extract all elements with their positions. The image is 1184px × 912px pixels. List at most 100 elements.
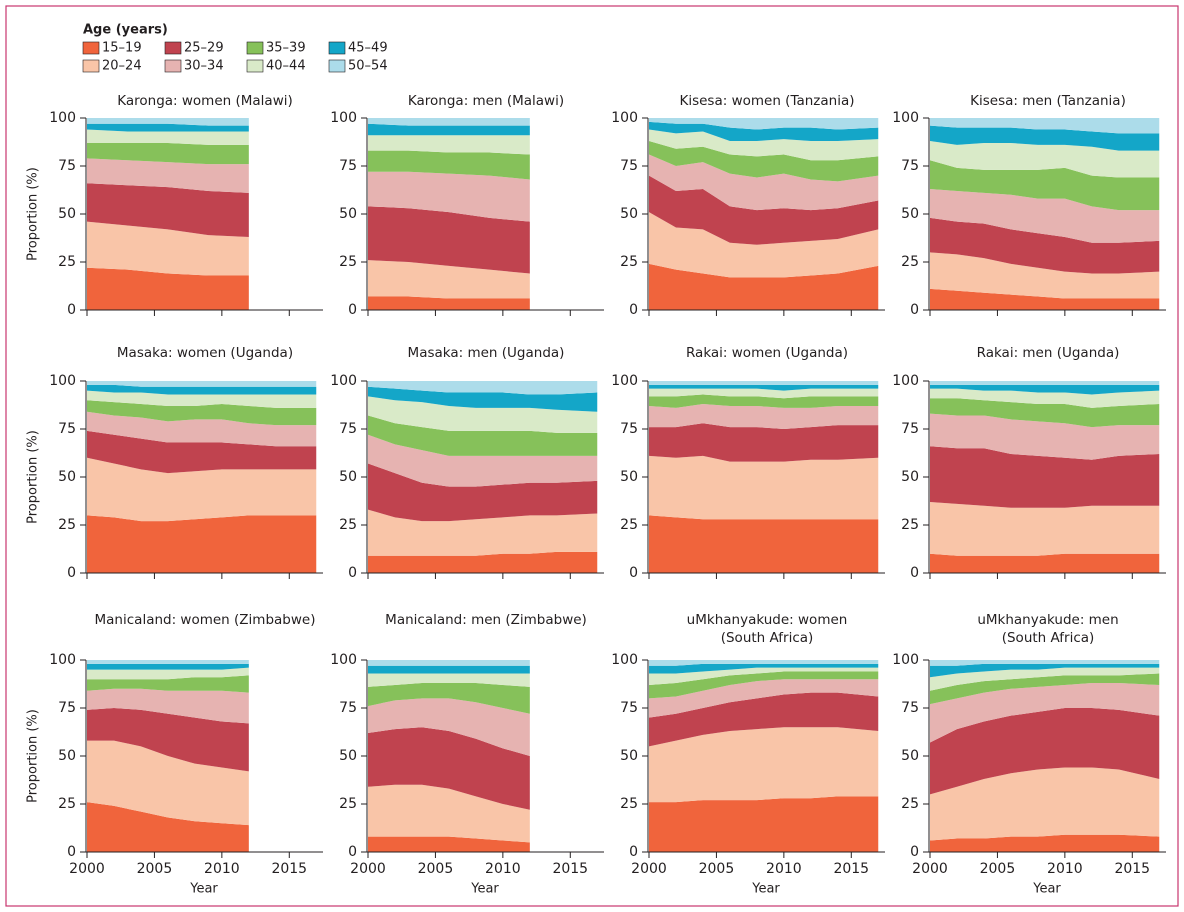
area — [930, 767, 1160, 841]
area — [87, 183, 249, 238]
area — [930, 160, 1160, 211]
area — [649, 515, 879, 573]
y-tick-label: 50 — [620, 469, 638, 485]
x-tick-label: 2005 — [137, 861, 173, 877]
area — [930, 125, 1160, 151]
panel-title: Manicaland: women (Zimbabwe) — [95, 612, 316, 628]
area — [930, 660, 1160, 666]
y-tick-label: 75 — [58, 421, 76, 437]
x-tick-label: 2015 — [271, 861, 307, 877]
y-tick-label: 25 — [901, 796, 919, 812]
x-tick-label: 2015 — [833, 861, 869, 877]
y-tick-label: 100 — [611, 110, 638, 126]
y-tick-label: 0 — [348, 302, 357, 318]
x-axis-label: Year — [189, 882, 218, 897]
area — [649, 667, 879, 685]
y-tick-label: 50 — [339, 469, 357, 485]
area — [649, 118, 879, 130]
area — [930, 189, 1160, 243]
area — [930, 667, 1160, 691]
y-tick-label: 25 — [339, 517, 357, 533]
y-tick-label: 0 — [67, 565, 76, 581]
y-tick-label: 25 — [901, 254, 919, 270]
area — [368, 836, 530, 852]
area — [87, 158, 249, 193]
area — [649, 384, 879, 391]
area — [87, 118, 249, 126]
y-tick-label: 0 — [629, 302, 638, 318]
y-tick-label: 50 — [901, 469, 919, 485]
area — [649, 394, 879, 408]
area — [368, 660, 530, 666]
legend-swatch — [164, 59, 182, 73]
area — [649, 141, 879, 182]
y-tick-label: 75 — [901, 158, 919, 174]
panel-title: Kisesa: men (Tanzania) — [970, 93, 1126, 109]
area — [930, 683, 1160, 743]
area — [368, 415, 598, 456]
y-tick-label: 25 — [58, 796, 76, 812]
legend-swatch — [328, 59, 346, 73]
area — [368, 260, 530, 299]
x-tick-label: 2000 — [631, 861, 667, 877]
area — [649, 671, 879, 699]
y-tick-label: 100 — [49, 652, 76, 668]
area — [368, 727, 530, 810]
area — [930, 398, 1160, 428]
panel-title: (South Africa) — [721, 630, 814, 646]
area — [649, 121, 879, 142]
area — [930, 252, 1160, 299]
x-tick-label: 2000 — [69, 861, 105, 877]
x-tick-label: 2010 — [1047, 861, 1083, 877]
panel-title: uMkhanyakude: women — [687, 612, 848, 628]
area — [649, 796, 879, 852]
y-tick-label: 0 — [910, 844, 919, 860]
y-tick-label: 100 — [611, 373, 638, 389]
y-tick-label: 50 — [901, 748, 919, 764]
area — [368, 386, 598, 412]
y-tick-label: 0 — [348, 565, 357, 581]
area — [368, 434, 598, 487]
area — [87, 675, 249, 693]
y-tick-label: 0 — [348, 844, 357, 860]
y-tick-label: 100 — [330, 110, 357, 126]
area — [649, 455, 879, 520]
legend-swatch — [164, 41, 182, 55]
area — [368, 683, 530, 714]
area — [87, 688, 249, 724]
area — [930, 388, 1160, 408]
y-tick-label: 75 — [620, 700, 638, 716]
y-tick-label: 25 — [339, 254, 357, 270]
panel-title: Manicaland: men (Zimbabwe) — [385, 612, 587, 628]
legend-title: Age (years) — [83, 23, 168, 38]
area — [87, 802, 249, 852]
panel-title: Rakai: women (Uganda) — [686, 345, 848, 361]
y-tick-label: 75 — [901, 700, 919, 716]
area — [649, 263, 879, 310]
area — [87, 660, 249, 664]
area — [368, 673, 530, 687]
y-tick-label: 25 — [339, 796, 357, 812]
area — [87, 430, 317, 474]
y-axis-label: Proportion (%) — [26, 167, 41, 261]
legend-label: 25–29 — [184, 41, 224, 56]
x-tick-label: 2010 — [766, 861, 802, 877]
y-tick-label: 100 — [49, 373, 76, 389]
area — [87, 515, 317, 573]
area — [930, 141, 1160, 178]
area — [87, 740, 249, 826]
y-tick-label: 75 — [339, 421, 357, 437]
legend-swatch — [246, 41, 264, 55]
y-tick-label: 25 — [58, 517, 76, 533]
legend-label: 20–24 — [102, 59, 142, 74]
area — [649, 727, 879, 803]
legend-swatch — [246, 59, 264, 73]
y-tick-label: 50 — [58, 748, 76, 764]
area — [930, 384, 1160, 395]
panel-title: Karonga: men (Malawi) — [408, 93, 564, 109]
area — [87, 400, 317, 426]
x-tick-label: 2005 — [699, 861, 735, 877]
legend-label: 45–49 — [348, 41, 388, 56]
y-tick-label: 100 — [49, 110, 76, 126]
y-tick-label: 0 — [67, 302, 76, 318]
